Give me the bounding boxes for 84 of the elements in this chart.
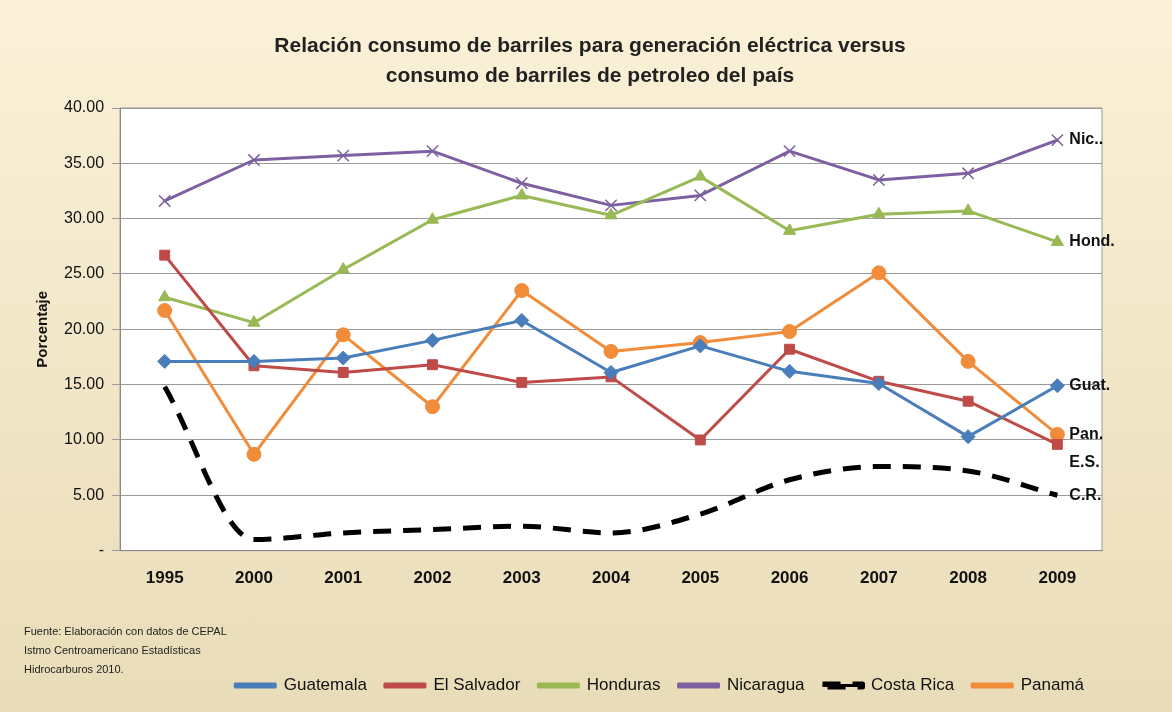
- point: [1050, 234, 1064, 246]
- x-tick-label: 2001: [324, 568, 363, 588]
- point: [335, 350, 351, 366]
- point: [782, 363, 798, 379]
- point: [961, 203, 975, 215]
- x-tick-label: 2002: [413, 568, 452, 588]
- point: [424, 399, 440, 415]
- legend-label: Panamá: [1020, 675, 1085, 695]
- point: [157, 353, 173, 369]
- point: [247, 315, 261, 327]
- legend-label: Costa Rica: [871, 675, 955, 695]
- y-tick-label: 25.00: [63, 264, 105, 282]
- point: [336, 149, 350, 162]
- x-tick-label: 2005: [681, 568, 720, 588]
- annotation: Pan.: [1069, 424, 1104, 442]
- point: [872, 206, 886, 219]
- x-tick-label: 2007: [859, 568, 898, 588]
- legend-label: El Salvador: [433, 675, 521, 695]
- point: [783, 144, 796, 158]
- point: [694, 434, 706, 446]
- point: [871, 265, 887, 281]
- point: [335, 327, 351, 343]
- x-tick-label: 2009: [1038, 568, 1077, 588]
- point: [158, 289, 172, 302]
- point: [159, 249, 171, 261]
- point: [962, 395, 974, 407]
- y-axis-title: Porcentaje: [33, 290, 51, 368]
- point: [1051, 438, 1063, 450]
- point: [782, 324, 798, 340]
- point: [336, 262, 350, 274]
- annotation: C.R.: [1069, 485, 1102, 503]
- point: [871, 376, 887, 392]
- annotation: Nic..: [1069, 130, 1104, 148]
- source-note: Fuente: Elaboración con datos de CEPAL Istmo Centroamericano Estadísticas Hidrocarburos 2010.: [24, 624, 228, 677]
- point: [960, 429, 976, 445]
- point: [514, 312, 530, 328]
- y-tick-label: 10.00: [63, 430, 105, 448]
- y-tick-label: 20.00: [63, 319, 105, 337]
- point: [603, 343, 619, 359]
- point: [603, 364, 619, 380]
- point: [246, 353, 262, 369]
- annotation: Hond.: [1069, 232, 1115, 250]
- point: [515, 187, 529, 200]
- point: [426, 144, 439, 158]
- y-tick-label: 15.00: [63, 375, 105, 393]
- point: [158, 194, 172, 208]
- x-tick-label: 2006: [770, 568, 809, 588]
- point: [514, 283, 530, 299]
- point: [337, 367, 349, 378]
- point: [1050, 133, 1064, 147]
- x-tick-label: 2000: [235, 568, 273, 588]
- point: [424, 332, 440, 348]
- y-tick-label: 40.00: [63, 98, 105, 116]
- point: [516, 376, 528, 388]
- y-tick-label: -: [98, 541, 105, 559]
- y-tick-label: 30.00: [63, 209, 105, 227]
- x-tick-label: 2003: [502, 568, 541, 588]
- annotation: E.S.: [1069, 452, 1100, 470]
- legend-label: Guatemala: [283, 675, 368, 695]
- annotation: Guat.: [1069, 376, 1111, 394]
- point: [960, 353, 976, 369]
- point: [427, 359, 438, 371]
- y-tick-label: 5.00: [72, 485, 105, 503]
- point: [784, 343, 796, 355]
- x-tick-label: 1995: [145, 568, 184, 588]
- point: [425, 212, 440, 224]
- point: [693, 189, 707, 202]
- point: [961, 166, 975, 180]
- chart-title: Relación consumo de barriles para generación eléctrica versus consumo de barriles de petroleo del país: [273, 32, 907, 88]
- point: [247, 153, 261, 167]
- point: [1049, 378, 1065, 394]
- point: [604, 198, 618, 212]
- y-tick-label: 35.00: [63, 153, 105, 171]
- point: [246, 446, 262, 462]
- legend-label: Honduras: [586, 675, 661, 695]
- x-tick-label: 2008: [949, 568, 988, 588]
- point: [157, 302, 173, 318]
- point: [604, 207, 618, 220]
- point: [872, 173, 886, 187]
- legend-label: Nicaragua: [727, 675, 806, 695]
- point: [693, 169, 707, 181]
- point: [783, 223, 797, 235]
- x-tick-label: 2004: [592, 568, 631, 588]
- point: [515, 176, 529, 190]
